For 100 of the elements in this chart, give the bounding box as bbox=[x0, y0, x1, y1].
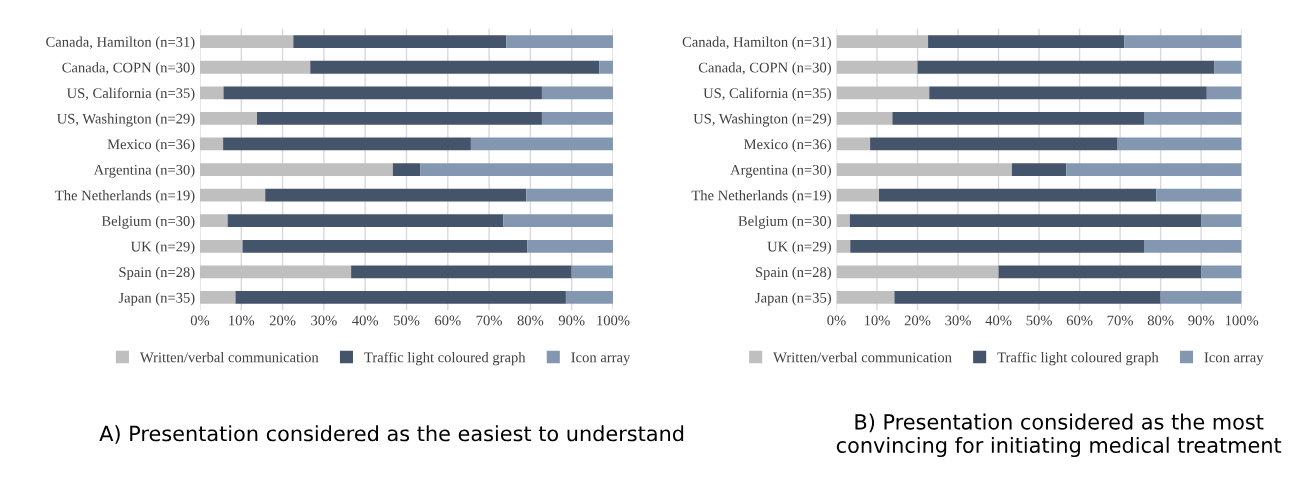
bar bbox=[199, 163, 393, 176]
bar bbox=[1144, 239, 1242, 253]
x-tick-label: 70% bbox=[476, 315, 502, 326]
x-tick-label: 10% bbox=[229, 315, 255, 326]
x-tick-label: 60% bbox=[435, 315, 461, 326]
y-tick-label: Canada, Hamilton (n=31) bbox=[682, 36, 831, 50]
legend-label: Written/verbal communication bbox=[773, 352, 952, 363]
bar bbox=[929, 86, 1207, 100]
bar bbox=[836, 291, 895, 304]
x-tick-label: 20% bbox=[269, 315, 296, 326]
y-tick-label: Spain (n=28) bbox=[119, 266, 195, 281]
y-tick-label: Canada, COPN (n=30) bbox=[698, 62, 831, 76]
bar bbox=[917, 60, 1215, 74]
x-tick-label: 100% bbox=[1225, 315, 1259, 326]
y-tick-label: Argentina (n=30) bbox=[93, 164, 195, 178]
legend-label: Traffic light coloured graph bbox=[364, 351, 526, 366]
x-tick-label: 50% bbox=[393, 315, 420, 326]
text: B) Presentation considered as the most convincing for initiating medical treatment bbox=[836, 413, 1282, 458]
bar bbox=[836, 188, 880, 202]
y-tick-label: Mexico (n=36) bbox=[107, 138, 195, 153]
bar bbox=[223, 137, 471, 151]
y-tick-label: Belgium (n=30) bbox=[738, 215, 831, 229]
bar bbox=[199, 35, 294, 49]
y-tick-label: US, Washington (n=29) bbox=[693, 113, 831, 127]
bar bbox=[310, 60, 600, 74]
bar bbox=[836, 112, 893, 125]
bar bbox=[199, 291, 236, 304]
bar bbox=[836, 265, 999, 279]
x-tick-label: 100% bbox=[597, 315, 630, 326]
bar bbox=[836, 239, 851, 253]
bar bbox=[849, 214, 1202, 228]
bar bbox=[199, 239, 243, 253]
bar bbox=[541, 86, 613, 100]
y-tick-label: US, California (n=35) bbox=[66, 87, 195, 102]
legend-label: Icon array bbox=[1204, 352, 1264, 366]
x-tick-label: 10% bbox=[864, 315, 890, 326]
bar bbox=[503, 214, 613, 228]
y-tick-label: Mexico (n=36) bbox=[744, 138, 831, 153]
bar bbox=[879, 188, 1157, 202]
bar bbox=[392, 163, 421, 176]
bar bbox=[420, 163, 613, 176]
bar bbox=[1011, 163, 1067, 176]
y-tick-label: UK (n=29) bbox=[130, 241, 195, 255]
bar bbox=[870, 137, 1118, 151]
bar bbox=[836, 60, 918, 74]
bar bbox=[836, 137, 871, 151]
bar bbox=[599, 60, 613, 74]
text: A) Presentation considered as the easiest to understand bbox=[99, 425, 684, 444]
bar bbox=[223, 86, 542, 100]
legend-label: Traffic light coloured graph bbox=[997, 351, 1159, 366]
y-tick-label: Japan (n=35) bbox=[118, 292, 195, 306]
x-tick-label: 0% bbox=[190, 315, 210, 326]
y-tick-label: Belgium (n=30) bbox=[101, 215, 195, 229]
y-tick-label: US, Washington (n=29) bbox=[56, 113, 195, 127]
bar bbox=[1144, 112, 1242, 125]
x-tick-label: 0% bbox=[827, 315, 846, 326]
bar bbox=[1156, 188, 1242, 202]
bar bbox=[1201, 214, 1242, 228]
bar bbox=[506, 35, 613, 49]
bar bbox=[998, 265, 1202, 279]
bar bbox=[526, 188, 613, 202]
bar bbox=[199, 214, 228, 228]
legend-label: Written/verbal communication bbox=[139, 352, 319, 363]
x-tick-label: 20% bbox=[904, 315, 931, 326]
bar bbox=[256, 112, 542, 125]
bar bbox=[199, 112, 257, 125]
bar bbox=[265, 188, 527, 202]
x-tick-label: 30% bbox=[311, 315, 337, 326]
bar bbox=[928, 35, 1125, 49]
bar bbox=[242, 239, 528, 253]
bar bbox=[1214, 60, 1242, 74]
y-tick-label: The Netherlands (n=19) bbox=[55, 190, 195, 204]
bar bbox=[1160, 291, 1242, 304]
y-tick-label: Canada, Hamilton (n=31) bbox=[46, 36, 195, 50]
bar bbox=[293, 35, 507, 49]
bar bbox=[470, 137, 613, 151]
x-tick-label: 80% bbox=[517, 315, 544, 326]
x-tick-label: 70% bbox=[1107, 315, 1133, 326]
bar bbox=[894, 291, 1161, 304]
bar bbox=[199, 265, 352, 279]
y-tick-label: Canada, COPN (n=30) bbox=[62, 62, 195, 76]
bar bbox=[227, 214, 504, 228]
y-tick-label: UK (n=29) bbox=[767, 241, 831, 255]
x-tick-label: 90% bbox=[558, 315, 585, 326]
x-tick-label: 30% bbox=[945, 315, 971, 326]
bar bbox=[199, 86, 224, 100]
bar bbox=[1201, 265, 1242, 279]
bar bbox=[565, 291, 613, 304]
bar bbox=[1117, 137, 1242, 151]
bar bbox=[1124, 35, 1242, 49]
x-tick-label: 80% bbox=[1147, 315, 1174, 326]
bar bbox=[541, 112, 613, 125]
bar bbox=[892, 112, 1144, 125]
bar bbox=[351, 265, 572, 279]
bar bbox=[836, 214, 850, 228]
legend-label: Icon array bbox=[571, 352, 631, 366]
y-tick-label: Spain (n=28) bbox=[755, 266, 831, 281]
bar bbox=[836, 86, 930, 100]
x-tick-label: 50% bbox=[1026, 315, 1052, 326]
bar bbox=[850, 239, 1144, 253]
